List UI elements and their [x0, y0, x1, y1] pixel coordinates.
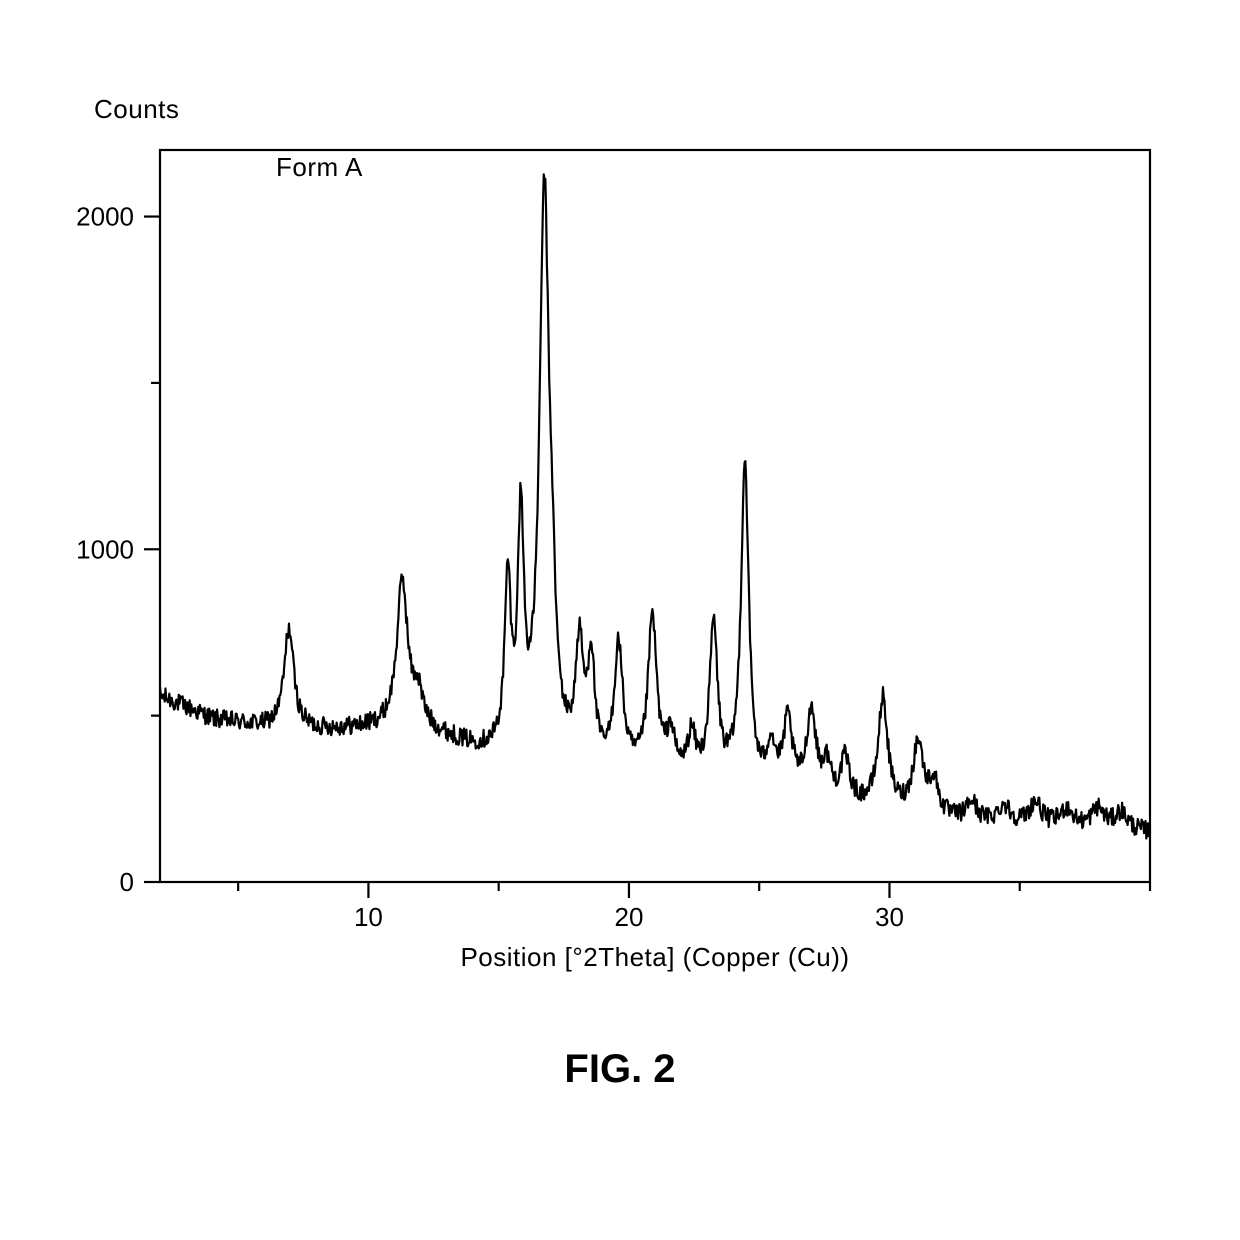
legend-label: Form A	[276, 152, 363, 182]
figure-container: Counts 0 1000 2000 10 20 30 Position [°2Theta] …	[0, 0, 1240, 1240]
y-tick-label: 0	[120, 867, 134, 897]
x-tick-label: 10	[354, 902, 383, 932]
y-axis-title: Counts	[94, 94, 179, 124]
figure-caption: FIG. 2	[564, 1047, 675, 1091]
x-tick-label: 30	[875, 902, 904, 932]
y-tick-label: 2000	[76, 202, 134, 232]
xrd-chart-svg: Counts 0 1000 2000 10 20 30 Position [°2Theta] …	[0, 0, 1240, 1240]
x-tick-label: 20	[614, 902, 643, 932]
x-axis-title: Position [°2Theta] (Copper (Cu))	[460, 942, 849, 972]
y-tick-label: 1000	[76, 534, 134, 564]
